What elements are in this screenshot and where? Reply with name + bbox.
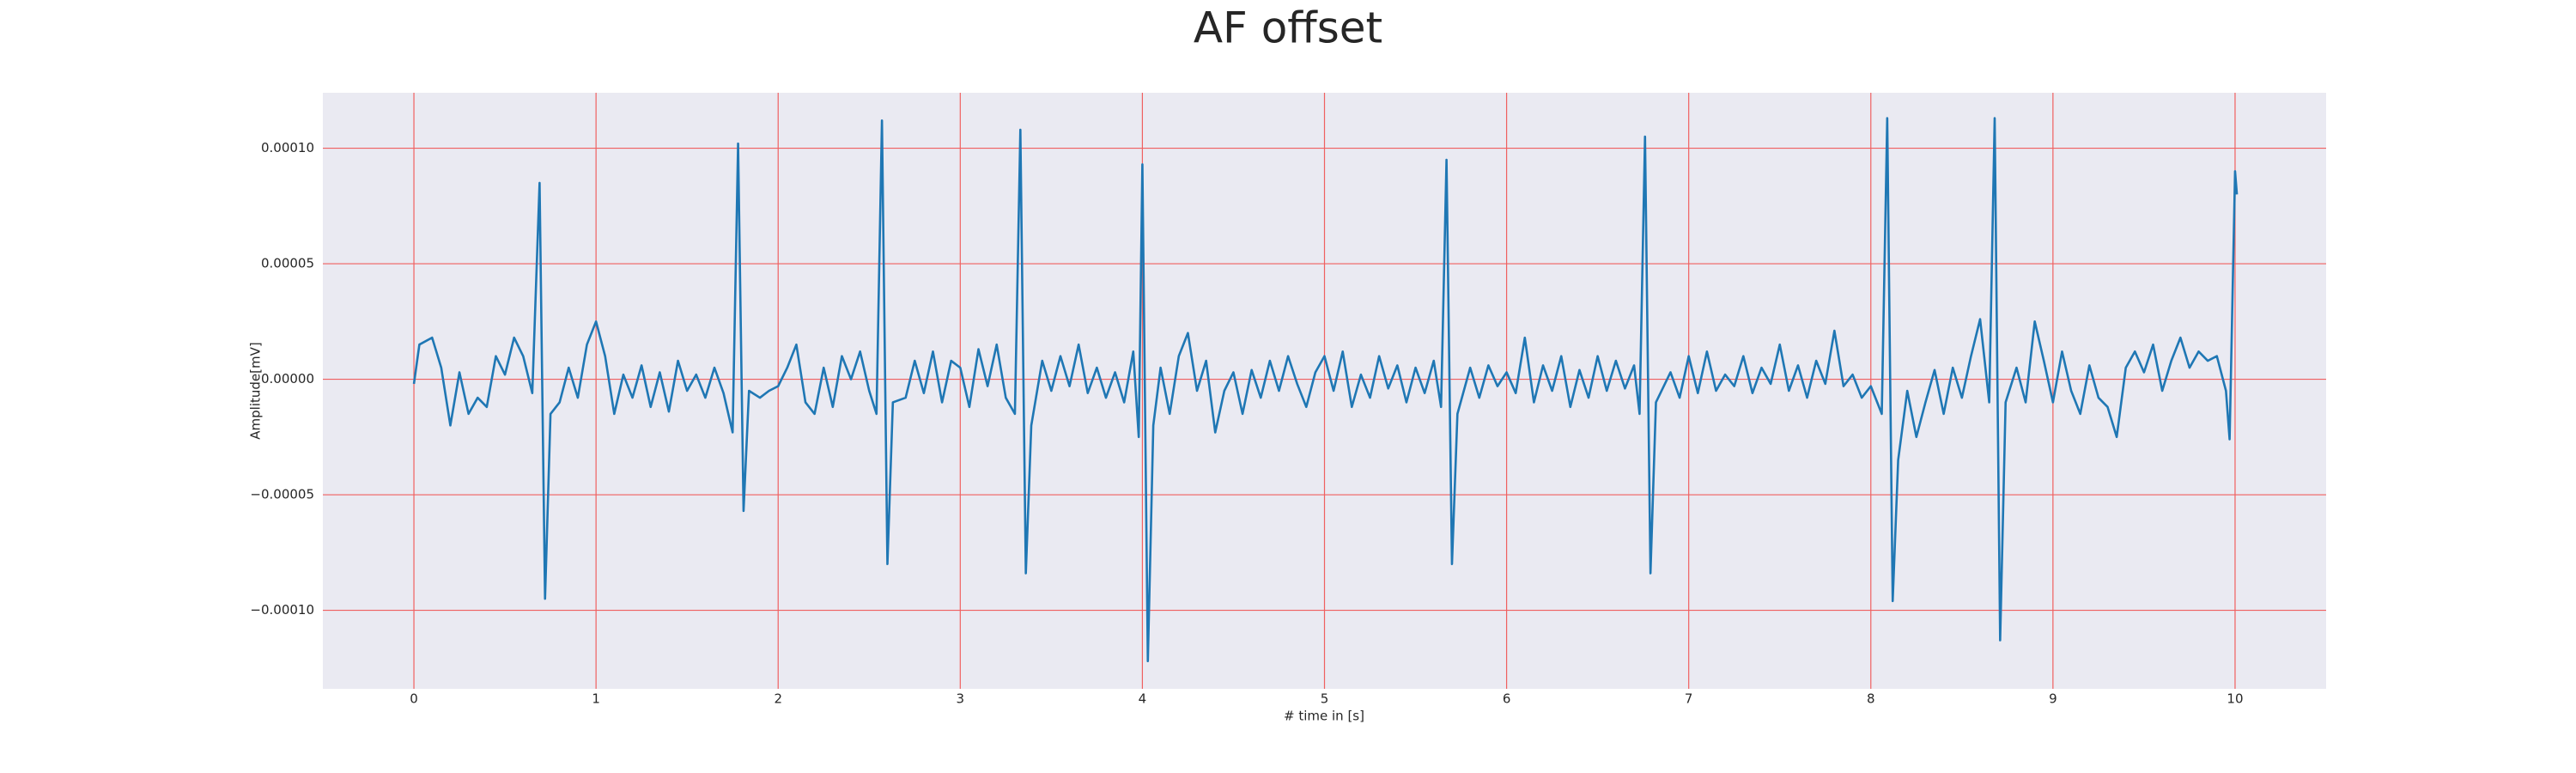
grid bbox=[323, 93, 2326, 689]
x-tick-label: 9 bbox=[2049, 691, 2057, 707]
y-tick-label: 0.00010 bbox=[261, 140, 314, 155]
x-tick-label: 0 bbox=[410, 691, 418, 707]
x-tick-label: 8 bbox=[1867, 691, 1875, 707]
marks bbox=[412, 117, 2239, 663]
labels: 0 1 2 3 4 5 6 7 8 9 10 −0.00010 −0.00005 0.00000 0.000… bbox=[250, 140, 2243, 706]
x-tick-label: 4 bbox=[1139, 691, 1147, 707]
y-tick-label: 0.00005 bbox=[261, 256, 314, 271]
x-tick-label: 2 bbox=[774, 691, 782, 707]
x-tick-label: 5 bbox=[1321, 691, 1329, 707]
x-tick-label: 6 bbox=[1503, 691, 1511, 707]
y-tick-label: 0.00000 bbox=[261, 371, 314, 386]
x-tick-label: 7 bbox=[1685, 691, 1693, 707]
x-tick-label: 3 bbox=[957, 691, 965, 707]
x-tick-label: 10 bbox=[2227, 691, 2243, 707]
x-tick-label: 1 bbox=[592, 691, 600, 707]
x-axis-label: # time in [s] bbox=[1284, 709, 1364, 724]
y-tick-label: −0.00005 bbox=[250, 487, 314, 502]
signal-line bbox=[412, 117, 2239, 663]
chart-title: AF offset bbox=[1194, 3, 1382, 53]
y-axis-label: Amplitude[mV] bbox=[248, 342, 264, 439]
y-tick-label: −0.00010 bbox=[250, 602, 314, 618]
